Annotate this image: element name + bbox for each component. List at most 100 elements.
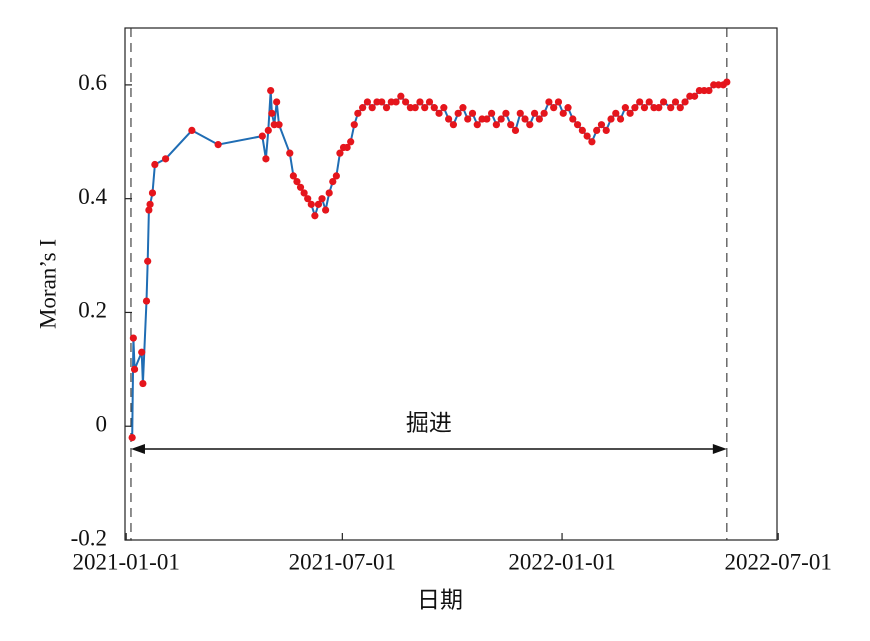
data-point xyxy=(705,86,713,95)
data-point xyxy=(300,189,308,197)
data-point xyxy=(275,121,283,129)
data-point xyxy=(507,121,515,129)
data-point xyxy=(655,104,663,112)
y-tick-label: -0.2 xyxy=(71,525,107,550)
data-point xyxy=(336,149,344,157)
data-point xyxy=(671,98,680,106)
data-point xyxy=(583,132,591,140)
data-point xyxy=(636,98,644,106)
data-point xyxy=(440,104,448,112)
data-point xyxy=(593,126,601,134)
data-point xyxy=(262,155,270,163)
data-point xyxy=(516,109,524,117)
data-point xyxy=(258,132,266,140)
data-point xyxy=(511,126,520,134)
data-point xyxy=(368,104,376,112)
data-point xyxy=(530,109,539,117)
data-point xyxy=(597,121,606,129)
data-point xyxy=(359,104,367,112)
data-point xyxy=(332,172,340,180)
data-point xyxy=(144,257,152,265)
data-point xyxy=(139,379,147,388)
data-point xyxy=(151,160,159,169)
y-tick-label: 0.4 xyxy=(78,184,107,209)
data-point xyxy=(445,115,453,123)
plot-frame xyxy=(124,27,778,541)
data-point xyxy=(343,143,351,152)
data-point xyxy=(616,115,625,123)
data-point xyxy=(146,200,154,208)
data-point xyxy=(162,155,170,163)
data-point xyxy=(268,109,276,117)
data-point xyxy=(468,109,477,117)
data-point xyxy=(329,178,337,186)
data-point xyxy=(449,121,457,129)
data-point xyxy=(681,98,689,106)
data-point xyxy=(435,109,443,117)
data-point xyxy=(488,109,496,117)
data-point xyxy=(612,109,620,117)
data-point xyxy=(363,98,372,106)
data-point xyxy=(304,195,312,203)
data-point xyxy=(382,104,391,112)
data-point xyxy=(640,104,649,112)
data-point xyxy=(473,121,481,129)
data-point xyxy=(293,178,301,186)
data-point xyxy=(626,109,634,117)
y-axis-label: Moran’s I xyxy=(35,239,60,329)
data-point xyxy=(464,115,472,123)
data-point xyxy=(421,104,429,112)
data-point xyxy=(459,104,467,112)
data-point xyxy=(129,334,137,342)
data-point xyxy=(631,104,639,112)
arrow-head xyxy=(712,443,727,454)
data-point xyxy=(354,109,362,117)
data-point xyxy=(347,138,355,146)
data-point xyxy=(667,104,675,112)
data-point xyxy=(602,126,610,134)
data-point xyxy=(130,365,139,373)
data-point xyxy=(578,126,586,134)
data-point xyxy=(554,98,563,106)
data-point xyxy=(311,212,319,220)
data-point xyxy=(691,92,699,100)
data-point xyxy=(550,104,558,112)
data-point xyxy=(502,109,510,117)
data-point xyxy=(454,109,462,117)
data-point xyxy=(142,297,151,305)
x-axis-label: 日期 xyxy=(417,587,463,612)
data-point xyxy=(318,195,326,203)
data-point xyxy=(314,200,323,208)
data-point xyxy=(188,126,196,134)
data-point xyxy=(411,104,419,112)
data-point xyxy=(267,86,275,95)
y-tick-label: 0.2 xyxy=(78,298,107,323)
data-point xyxy=(676,104,684,112)
data-point xyxy=(402,98,410,106)
data-point xyxy=(723,78,731,86)
data-point xyxy=(607,115,615,123)
arrow-head xyxy=(130,443,145,454)
series-line xyxy=(131,81,728,438)
data-point xyxy=(378,98,386,106)
data-point xyxy=(214,141,222,149)
data-point xyxy=(322,206,330,214)
data-point xyxy=(273,98,281,106)
data-point xyxy=(392,98,400,106)
data-point xyxy=(545,98,553,106)
data-point xyxy=(128,434,136,442)
data-point xyxy=(492,121,500,129)
data-point xyxy=(148,189,157,197)
data-point xyxy=(535,115,543,123)
data-point xyxy=(559,109,567,117)
data-point xyxy=(145,206,153,214)
data-point xyxy=(645,98,653,106)
data-point xyxy=(397,92,405,100)
x-tick-label: 2021-07-01 xyxy=(289,549,396,574)
y-tick-label: 0.6 xyxy=(78,70,107,95)
data-point xyxy=(483,115,491,123)
data-point xyxy=(526,121,534,129)
data-point xyxy=(497,115,505,123)
data-point xyxy=(430,104,438,112)
